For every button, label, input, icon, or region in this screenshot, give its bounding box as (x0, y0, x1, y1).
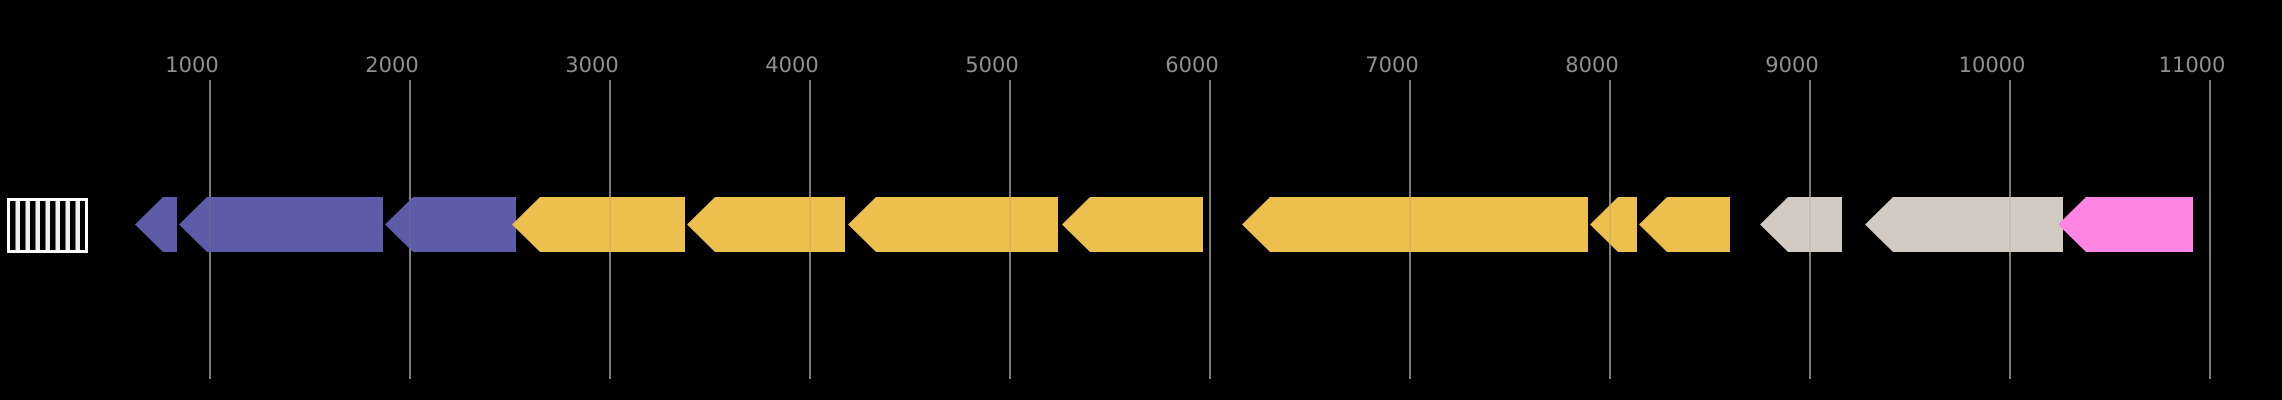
gene-arrow-gene-09 (1590, 197, 1637, 252)
gene-arrow-gene-01 (135, 197, 177, 252)
gene-arrow-gene-11 (1760, 197, 1842, 252)
tick-label-5000: 5000 (965, 53, 1018, 77)
striped-legend-box (7, 198, 88, 253)
tick-label-3000: 3000 (565, 53, 618, 77)
gene-arrow-gene-07 (1062, 197, 1203, 252)
gene-arrow-gene-04 (512, 197, 685, 252)
tick-label-4000: 4000 (765, 53, 818, 77)
tick-label-11000: 11000 (2159, 53, 2226, 77)
gene-arrow-gene-12 (1865, 197, 2063, 252)
tick-label-6000: 6000 (1165, 53, 1218, 77)
tick-label-8000: 8000 (1565, 53, 1618, 77)
tick-label-9000: 9000 (1765, 53, 1818, 77)
tick-label-7000: 7000 (1365, 53, 1418, 77)
gene-arrow-gene-08 (1242, 197, 1588, 252)
gene-arrow-gene-03 (385, 197, 516, 252)
tick-label-10000: 10000 (1959, 53, 2026, 77)
gene-arrow-gene-05 (687, 197, 845, 252)
gene-arrow-gene-13 (2058, 197, 2193, 252)
gene-arrow-gene-10 (1639, 197, 1730, 252)
gene-arrow-gene-06 (848, 197, 1058, 252)
gene-arrow-gene-02 (179, 197, 383, 252)
tick-label-1000: 1000 (165, 53, 218, 77)
tick-label-2000: 2000 (365, 53, 418, 77)
